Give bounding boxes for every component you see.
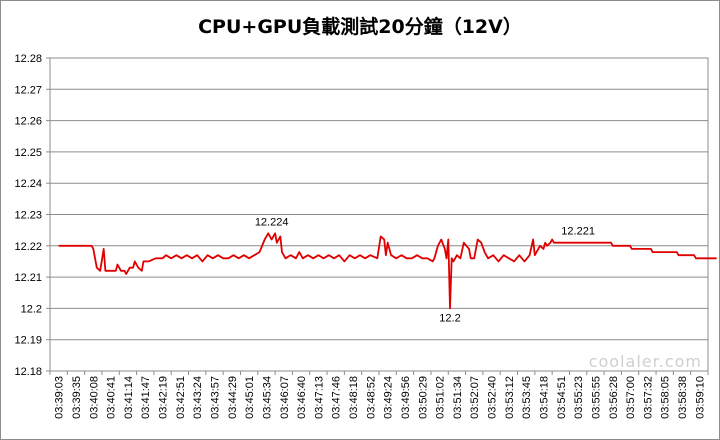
x-tick-label: 03:41:14 [123,376,135,419]
y-tick-label: 12.18 [14,366,42,378]
x-tick-label: 03:59:10 [694,376,706,419]
x-tick-label: 03:54:51 [556,376,568,419]
x-tick-label: 03:42:19 [158,376,170,419]
x-tick-label: 03:53:45 [521,376,533,419]
x-tick-label: 03:47:46 [331,376,343,419]
x-tick-label: 03:49:56 [400,376,412,419]
y-tick-label: 12.26 [14,116,42,128]
x-tick-label: 03:39:03 [54,376,66,419]
x-tick-label: 03:43:24 [192,376,204,419]
x-tick-label: 03:54:18 [539,376,551,419]
y-tick-label: 12.24 [14,178,42,190]
y-tick-label: 12.23 [14,210,42,222]
x-tick-label: 03:40:08 [88,376,100,419]
chart-title: CPU+GPU負載測試20分鐘（12V） [198,16,522,38]
x-tick-label: 03:51:34 [452,376,464,419]
x-tick-label: 03:53:12 [504,376,516,419]
x-tick-label: 03:51:02 [435,376,447,419]
x-tick-label: 03:58:38 [677,376,689,419]
y-tick-label: 12.21 [14,272,42,284]
x-tick-label: 03:57:32 [642,376,654,419]
x-tick-label: 03:55:55 [590,376,602,419]
series-line [58,232,717,310]
y-tick-label: 12.2 [21,303,42,315]
x-tick-label: 03:48:52 [365,376,377,419]
x-tick-label: 03:49:24 [383,376,395,419]
y-tick-label: 12.28 [14,53,42,65]
y-tick-label: 12.19 [14,335,42,347]
y-tick-label: 12.22 [14,241,42,253]
x-tick-label: 03:45:34 [261,376,273,419]
x-tick-label: 03:52:07 [469,376,481,419]
x-tick-label: 03:52:40 [487,376,499,419]
x-tick-label: 03:57:00 [625,376,637,419]
x-tick-label: 03:39:35 [71,376,83,419]
x-tick-label: 03:48:18 [348,376,360,419]
data-label: 12.221 [561,226,595,238]
x-tick-label: 03:45:01 [244,376,256,419]
x-tick-label: 03:41:47 [140,376,152,419]
x-tick-label: 03:44:29 [227,376,239,419]
x-tick-label: 03:47:13 [313,376,325,419]
x-tick-label: 03:56:28 [608,376,620,419]
x-tick-label: 03:46:07 [279,376,291,419]
data-label: 12.2 [439,312,460,324]
x-tick-label: 03:43:57 [210,376,222,419]
y-tick-label: 12.27 [14,84,42,96]
x-tick-label: 03:58:05 [660,376,672,419]
x-tick-label: 03:40:41 [106,376,118,419]
x-tick-label: 03:55:23 [573,376,585,419]
x-tick-label: 03:46:40 [296,376,308,419]
watermark-text: coolaler.com [588,352,702,371]
x-tick-label: 03:50:29 [417,376,429,419]
data-label: 12.224 [255,216,289,228]
y-tick-label: 12.25 [14,147,42,159]
x-tick-label: 03:42:51 [175,376,187,419]
